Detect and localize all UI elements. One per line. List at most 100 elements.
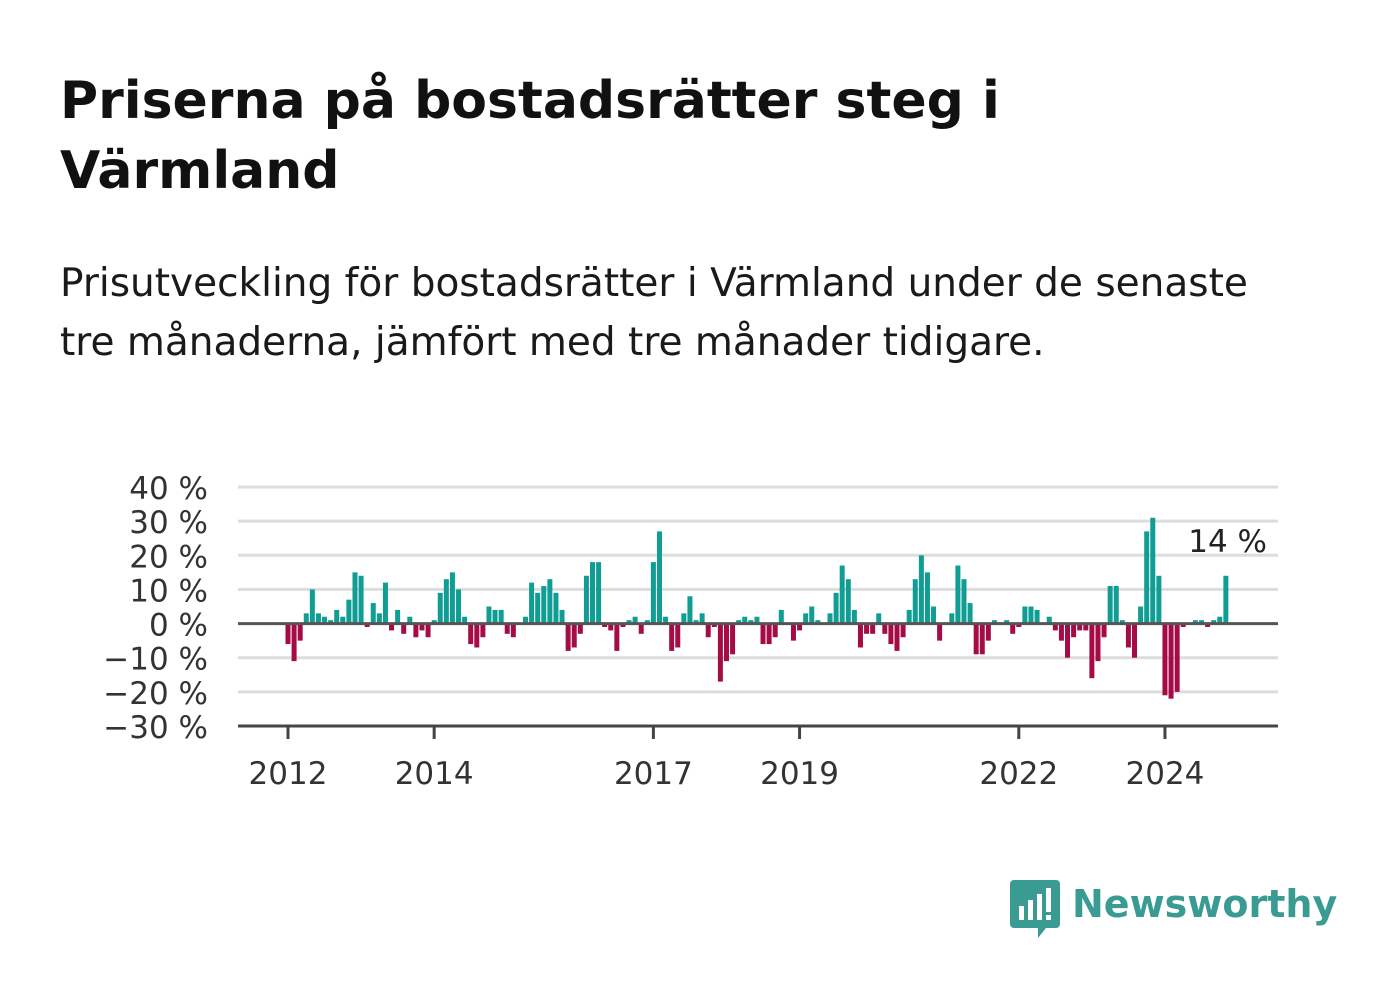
bar: [669, 623, 675, 651]
bars: [285, 517, 1229, 699]
x-tick-label: 2019: [760, 756, 839, 792]
bar: [431, 620, 437, 624]
x-tick-label: 2017: [614, 756, 693, 792]
bar: [602, 623, 608, 627]
bar: [334, 609, 340, 624]
bar: [285, 623, 291, 645]
y-tick-label: −10 %: [103, 642, 208, 678]
bar: [1125, 623, 1131, 648]
bar: [797, 623, 803, 631]
bar: [693, 620, 699, 624]
bar: [681, 613, 687, 624]
bar: [656, 531, 662, 624]
bar-chart: 40 %30 %20 %10 %0 %−10 %−20 %−30 % 2012 2…: [103, 471, 1278, 792]
bar: [571, 623, 577, 648]
bar: [912, 579, 918, 624]
bar: [315, 613, 321, 624]
bar: [1077, 623, 1083, 631]
bar: [1174, 623, 1180, 692]
bar: [1101, 623, 1107, 638]
bar: [364, 623, 370, 627]
bar: [937, 623, 943, 641]
bar: [620, 623, 626, 627]
brand-logo: Newsworthy: [1010, 880, 1337, 940]
bar: [736, 620, 742, 624]
bar: [1065, 623, 1071, 658]
bar: [754, 616, 760, 624]
bar: [663, 616, 669, 624]
bar: [742, 616, 748, 624]
bar: [1144, 531, 1150, 624]
bar: [529, 582, 535, 624]
bar: [882, 623, 888, 634]
bar: [376, 613, 382, 624]
bar: [644, 620, 650, 624]
bar: [888, 623, 894, 645]
x-tick-label: 2012: [249, 756, 328, 792]
bar: [346, 599, 352, 624]
bar: [614, 623, 620, 651]
bar: [437, 592, 443, 624]
bar: [1156, 575, 1162, 624]
bar: [955, 565, 961, 624]
bar: [1004, 620, 1010, 624]
bar: [900, 623, 906, 638]
bar: [443, 579, 449, 624]
bar: [803, 613, 809, 624]
y-tick-label: −20 %: [103, 676, 208, 712]
bar: [322, 616, 328, 624]
bar: [1113, 586, 1119, 624]
bar: [638, 623, 644, 634]
bar: [328, 620, 334, 624]
bar: [1168, 623, 1174, 699]
bar: [931, 606, 937, 624]
y-tick-label: 30 %: [129, 505, 208, 541]
bar: [918, 555, 924, 624]
last-value-label: 14 %: [1188, 524, 1267, 560]
bar: [650, 562, 656, 624]
bar: [626, 620, 632, 624]
bar: [480, 623, 486, 638]
bar: [553, 592, 559, 624]
bar: [498, 609, 504, 624]
bar: [449, 572, 455, 624]
bar: [1010, 623, 1016, 634]
bar: [772, 623, 778, 638]
bar: [815, 620, 821, 624]
bar: [864, 623, 870, 634]
bar: [778, 609, 784, 624]
bar: [766, 623, 772, 645]
bar: [590, 562, 595, 624]
bar: [876, 613, 882, 624]
bar: [717, 623, 723, 682]
chart-subtitle: Prisutveckling för bostadsrätter i Värml…: [60, 261, 1248, 365]
bar: [1192, 620, 1198, 624]
bar: [462, 616, 468, 624]
bar: [711, 623, 717, 627]
bar: [510, 623, 516, 638]
bar: [1150, 517, 1156, 624]
bar: [541, 586, 547, 624]
bar: [291, 623, 297, 662]
bar: [1162, 623, 1168, 696]
bar: [699, 613, 705, 624]
bar: [492, 609, 498, 624]
bar: [1107, 586, 1113, 624]
bar: [340, 616, 346, 624]
bar: [675, 623, 681, 648]
x-tick-label: 2014: [395, 756, 474, 792]
bar: [760, 623, 766, 645]
bar: [705, 623, 711, 638]
y-tick-label: −30 %: [103, 710, 208, 746]
bar: [979, 623, 985, 655]
bar: [1132, 623, 1138, 658]
bar: [790, 623, 796, 641]
bar: [401, 623, 407, 634]
x-axis-ticks: 2012 2014 2017 2019 2022 2024: [249, 726, 1204, 792]
bar: [1095, 623, 1101, 662]
bar: [1016, 623, 1022, 627]
bar: [906, 609, 912, 624]
bar: [413, 623, 419, 638]
bar: [583, 575, 589, 624]
bar: [565, 623, 571, 651]
